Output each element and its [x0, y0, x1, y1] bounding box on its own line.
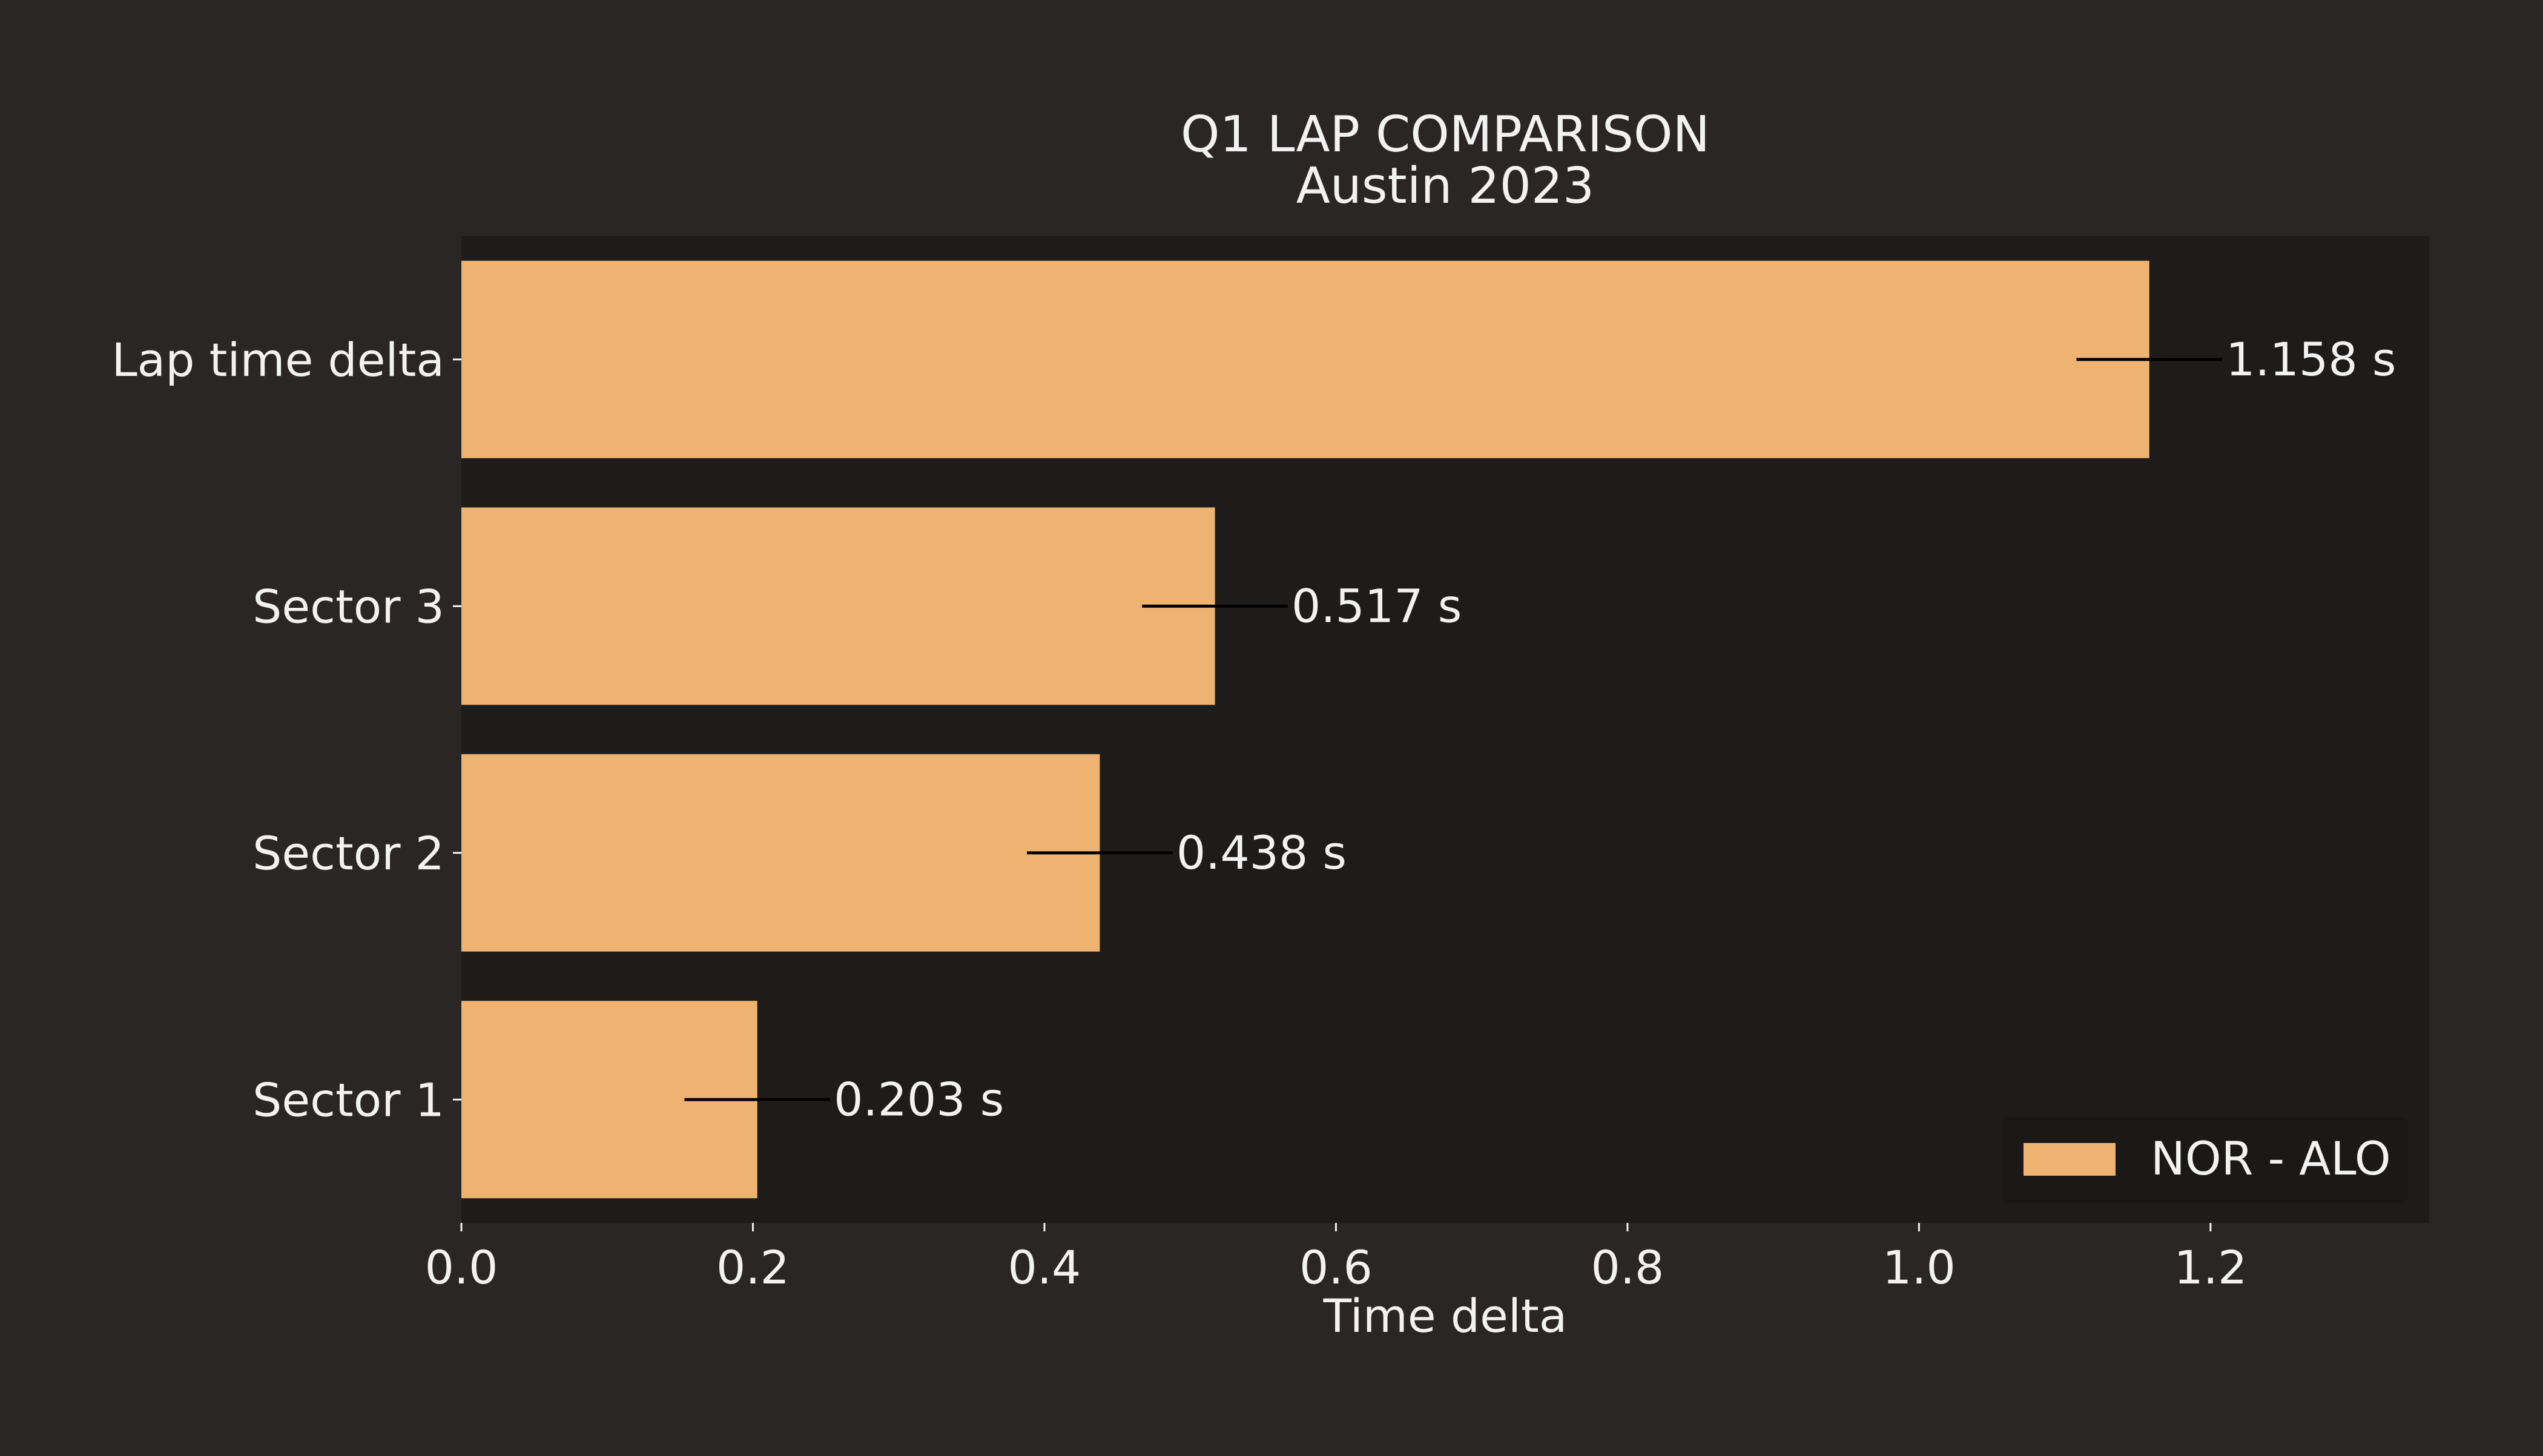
y-tick-label: Sector 2	[252, 826, 444, 880]
x-tick-label: 0.2	[716, 1240, 790, 1294]
y-tick-label: Sector 3	[252, 579, 444, 633]
bar	[461, 260, 2149, 458]
chart-title: Q1 LAP COMPARISON	[1181, 106, 1710, 163]
x-axis-label: Time delta	[1323, 1289, 1568, 1343]
legend-background	[2001, 1117, 2408, 1203]
x-axis: 0.0 0.2 0.4 0.6 0.8 1.0 1.2	[425, 1223, 2247, 1294]
legend: NOR - ALO	[2001, 1117, 2408, 1203]
x-tick-label: 0.4	[1008, 1240, 1081, 1294]
legend-label: NOR - ALO	[2151, 1132, 2391, 1185]
y-tick-label: Sector 1	[252, 1073, 444, 1127]
value-label: 0.438 s	[1176, 826, 1347, 880]
x-tick-label: 1.0	[1882, 1240, 1956, 1294]
value-label: 0.203 s	[834, 1072, 1004, 1126]
y-axis: Lap time delta Sector 3 Sector 2 Sector 1	[111, 333, 461, 1127]
value-labels: 1.158 s 0.517 s 0.438 s 0.203 s	[834, 332, 2396, 1127]
y-tick-label: Lap time delta	[111, 333, 444, 387]
bar	[461, 507, 1215, 705]
x-tick-label: 1.2	[2174, 1240, 2247, 1294]
value-label: 1.158 s	[2226, 332, 2396, 386]
x-tick-label: 0.0	[425, 1240, 498, 1294]
value-label: 0.517 s	[1291, 579, 1462, 633]
x-tick-label: 0.6	[1299, 1240, 1373, 1294]
error-bars	[684, 358, 2223, 1101]
chart-subtitle: Austin 2023	[1296, 157, 1594, 215]
bar	[461, 754, 1100, 952]
x-tick-label: 0.8	[1591, 1240, 1664, 1294]
legend-swatch	[2024, 1143, 2116, 1176]
